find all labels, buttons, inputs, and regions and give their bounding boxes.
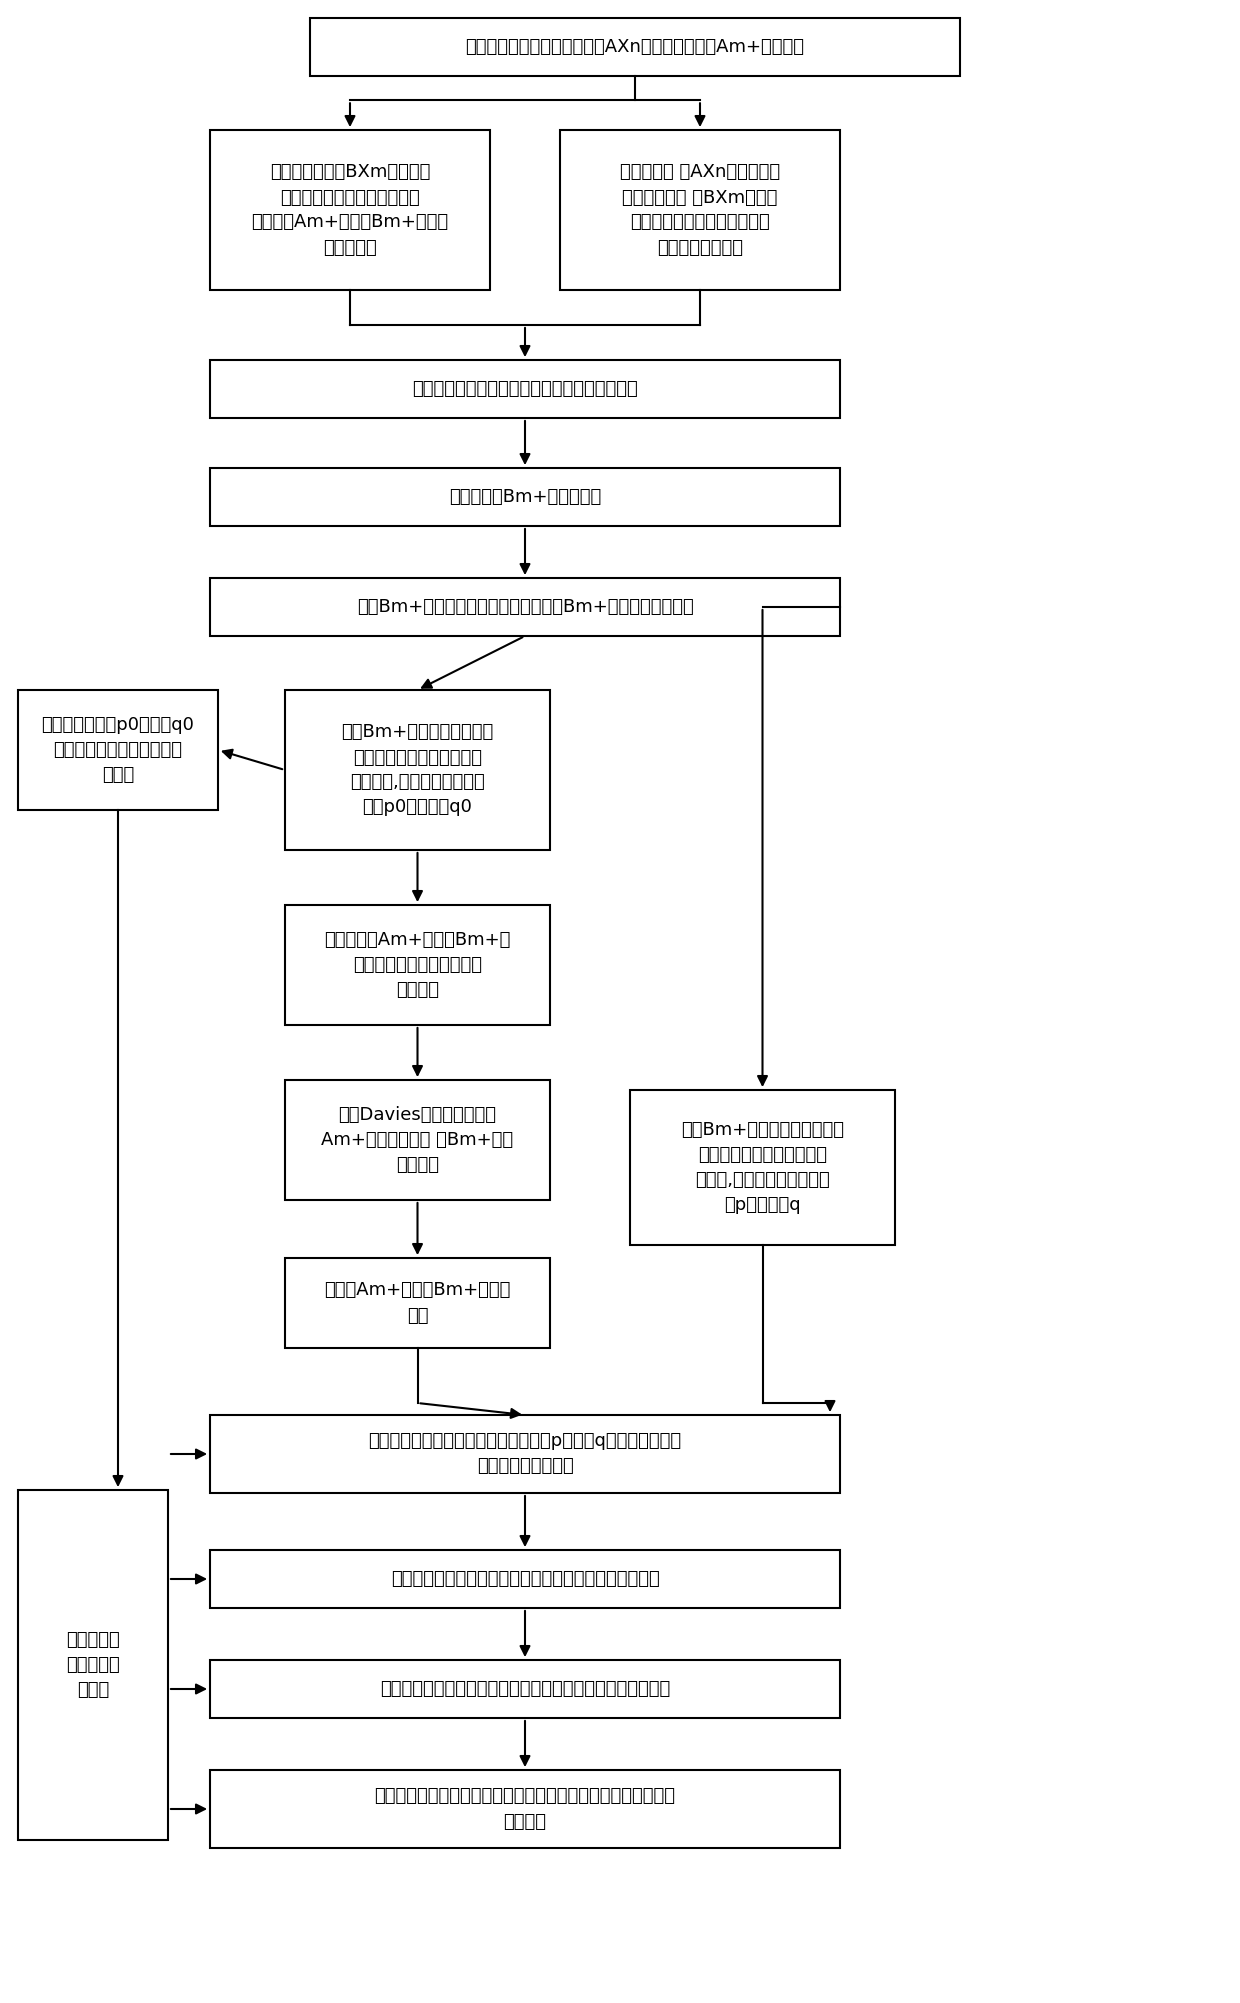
FancyBboxPatch shape (210, 1550, 839, 1608)
FancyBboxPatch shape (210, 130, 490, 290)
FancyBboxPatch shape (19, 1490, 167, 1841)
Text: 利用Bm+离子浓度按以下迭代公式计算Bm+离子的累积吸附量: 利用Bm+离子浓度按以下迭代公式计算Bm+离子的累积吸附量 (357, 599, 693, 617)
Text: 利用特测物表面的电位代入公式计算特测物表面电荷密度: 利用特测物表面的电位代入公式计算特测物表面电荷密度 (391, 1570, 660, 1588)
Text: 用含已知浓度的BXm电解质的
溶液流经待测物表面，使待测
物表面的Am+离子与Bm+离子发
生融合置换: 用含已知浓度的BXm电解质的 溶液流经待测物表面，使待测 物表面的Am+离子与B… (252, 164, 449, 256)
FancyBboxPatch shape (285, 1080, 551, 1200)
FancyBboxPatch shape (210, 579, 839, 637)
Text: 用已知浓度 的AXn电解质的溶
液与已知浓度 的BXm电解质
的溶液所构成的混合电解质溶
液流经待测物表面: 用已知浓度 的AXn电解质的溶 液与已知浓度 的BXm电解质 的溶液所构成的混合… (620, 164, 780, 256)
FancyBboxPatch shape (560, 130, 839, 290)
FancyBboxPatch shape (210, 1414, 839, 1492)
Text: 利用Bm+离子的累积吸附量数
据，在直角坐标系中作出直
线图像,并得出该直线的截距
为p，斜率为q: 利用Bm+离子的累积吸附量数 据，在直角坐标系中作出直 线图像,并得出该直线的截… (681, 1122, 844, 1214)
FancyBboxPatch shape (310, 18, 960, 76)
FancyBboxPatch shape (210, 469, 839, 527)
Text: 利用特测物表面的电荷密度代入公式得到特测物表面电场强度: 利用特测物表面的电荷密度代入公式得到特测物表面电场强度 (379, 1681, 670, 1699)
Text: 根据Davies公式自动计算出
Am+离子活度系数 与Bm+离子
活度系数: 根据Davies公式自动计算出 Am+离子活度系数 与Bm+离子 活度系数 (321, 1106, 513, 1174)
FancyBboxPatch shape (19, 689, 218, 809)
Text: 利用特测物表面的电荷总量和表面电荷密度代入公式得到样品的
比表面积: 利用特测物表面的电荷总量和表面电荷密度代入公式得到样品的 比表面积 (374, 1787, 676, 1831)
Text: 输出待测物
表面参数的
测定值: 输出待测物 表面参数的 测定值 (66, 1630, 120, 1699)
FancyBboxPatch shape (285, 905, 551, 1026)
Text: 按设定的间隔时间收集流经待测物表面的流出液: 按设定的间隔时间收集流经待测物表面的流出液 (412, 381, 637, 399)
FancyBboxPatch shape (210, 1660, 839, 1719)
Text: 对待测物表面用含已知浓度的AXn电解质溶液进行Am+饱和处理: 对待测物表面用含已知浓度的AXn电解质溶液进行Am+饱和处理 (465, 38, 805, 56)
FancyBboxPatch shape (630, 1090, 895, 1246)
Text: 根据直线的截距p0，斜率q0
按下式计算该样品的表面电
荷总量: 根据直线的截距p0，斜率q0 按下式计算该样品的表面电 荷总量 (42, 715, 195, 783)
Text: 利用电荷总量和活度和以及直线的截距p，斜率q，代入公式计算
特测物表面上的电位: 利用电荷总量和活度和以及直线的截距p，斜率q，代入公式计算 特测物表面上的电位 (368, 1432, 682, 1476)
FancyBboxPatch shape (210, 1771, 839, 1849)
FancyBboxPatch shape (285, 689, 551, 849)
Text: 测定流出液Bm+离子的活度: 测定流出液Bm+离子的活度 (449, 489, 601, 507)
Text: 利用Bm+离子的累积吸附量
数据，在直角坐标系中作出
直线图像,并得出该直线的截
距为p0，斜率为q0: 利用Bm+离子的累积吸附量 数据，在直角坐标系中作出 直线图像,并得出该直线的截… (341, 723, 494, 817)
Text: 计算出Am+离子与Bm+离子的
活度: 计算出Am+离子与Bm+离子的 活度 (325, 1282, 511, 1324)
FancyBboxPatch shape (210, 361, 839, 419)
Text: 计算向含有Am+离子和Bm+离
子的混合电解质的流动液的
离子强度: 计算向含有Am+离子和Bm+离 子的混合电解质的流动液的 离子强度 (325, 931, 511, 999)
FancyBboxPatch shape (285, 1258, 551, 1348)
